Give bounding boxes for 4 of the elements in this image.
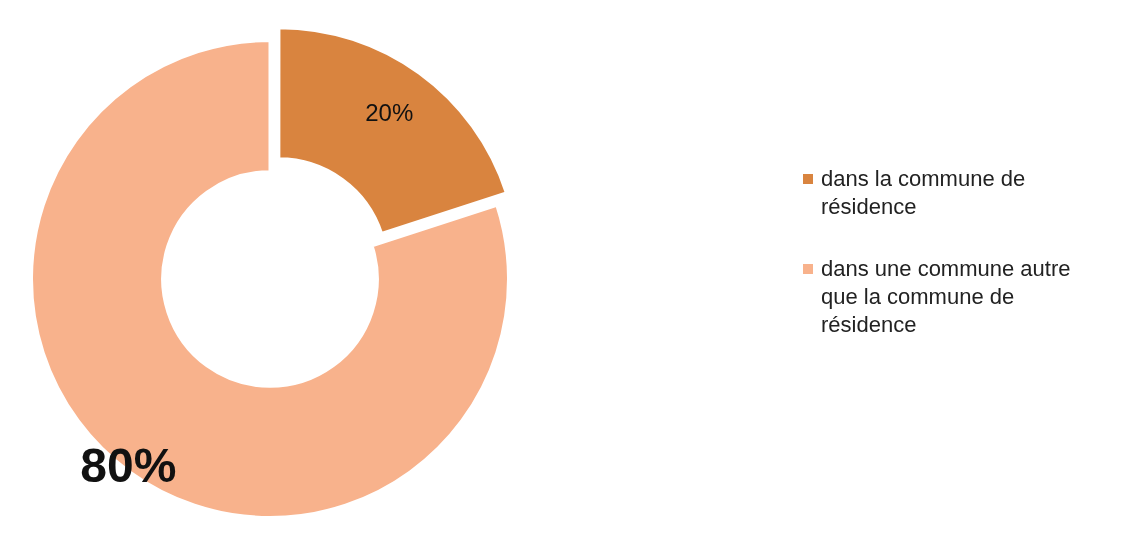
data-label: 20% xyxy=(365,99,414,127)
legend-label: dans une commune autre que la commune de résidence xyxy=(821,255,1071,339)
data-label: 80% xyxy=(80,439,177,493)
legend-label: dans la commune de résidence xyxy=(821,165,1027,221)
